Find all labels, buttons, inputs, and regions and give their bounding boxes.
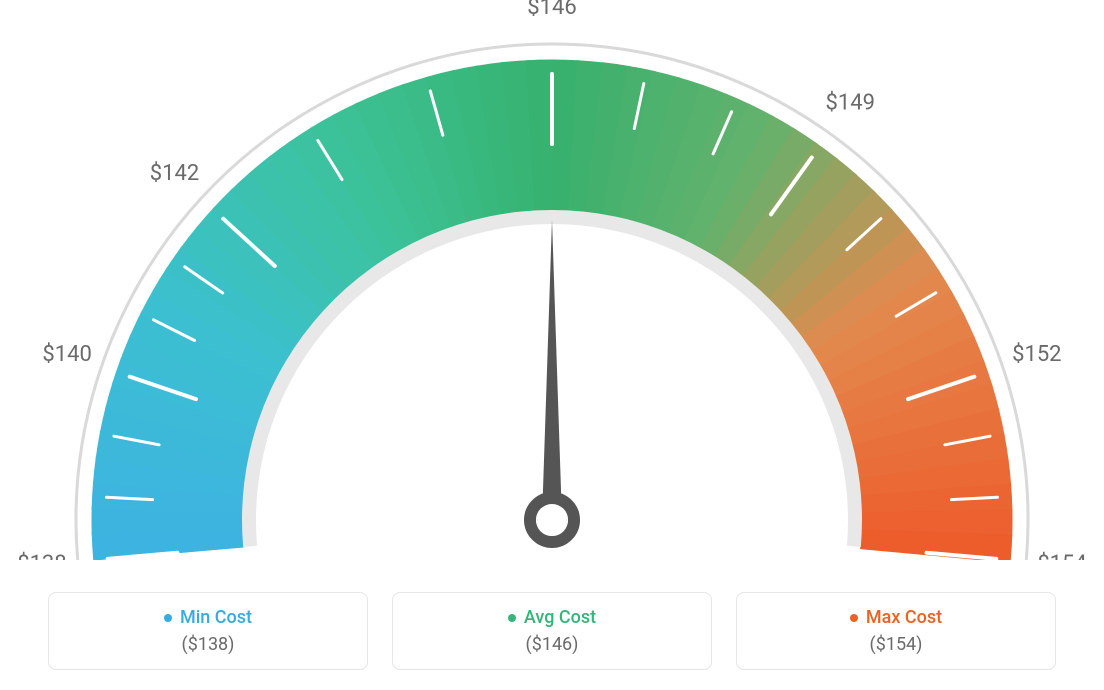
legend-card-min: Min Cost ($138) <box>48 592 368 671</box>
legend-card-max: Max Cost ($154) <box>736 592 1056 671</box>
legend-value-avg: ($146) <box>411 634 693 655</box>
legend-label-avg: Avg Cost <box>524 607 596 628</box>
svg-text:$152: $152 <box>1012 342 1061 367</box>
legend-title-max: Max Cost <box>850 607 942 628</box>
gauge-chart: $138 $140 $142 $146 $149 $152 $154 <box>0 0 1104 560</box>
svg-text:$138: $138 <box>17 551 66 560</box>
legend-title-min: Min Cost <box>164 607 252 628</box>
svg-text:$146: $146 <box>527 0 576 20</box>
svg-text:$140: $140 <box>42 342 91 367</box>
legend-title-avg: Avg Cost <box>508 607 596 628</box>
gauge-svg: $138 $140 $142 $146 $149 $152 $154 <box>0 0 1104 560</box>
svg-text:$154: $154 <box>1037 551 1086 560</box>
legend-card-avg: Avg Cost ($146) <box>392 592 712 671</box>
svg-text:$142: $142 <box>150 161 199 186</box>
legend-value-min: ($138) <box>67 634 349 655</box>
legend-row: Min Cost ($138) Avg Cost ($146) Max Cost… <box>0 592 1104 671</box>
legend-value-max: ($154) <box>755 634 1037 655</box>
legend-label-min: Min Cost <box>180 607 252 628</box>
svg-text:$149: $149 <box>825 91 874 116</box>
legend-label-max: Max Cost <box>866 607 942 628</box>
